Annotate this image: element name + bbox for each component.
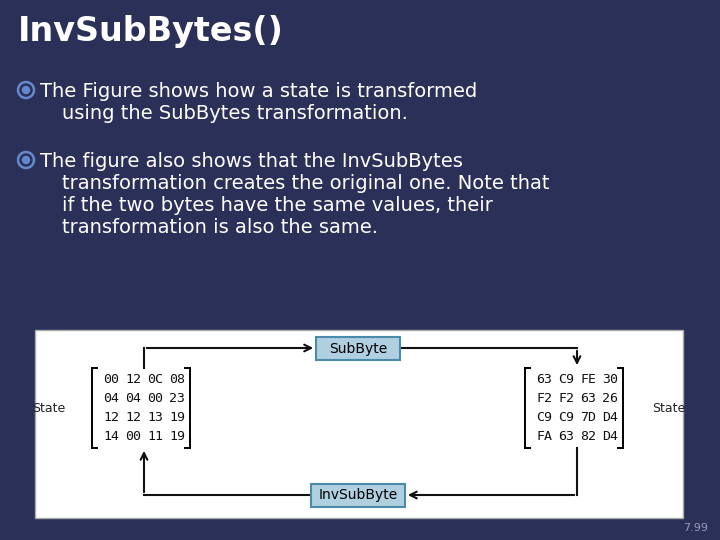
Text: 00: 00: [147, 392, 163, 405]
Text: FE: FE: [580, 373, 596, 386]
Text: C9: C9: [536, 411, 552, 424]
Text: 13: 13: [147, 411, 163, 424]
Text: 12: 12: [125, 373, 141, 386]
Text: 19: 19: [169, 411, 185, 424]
Text: 7D: 7D: [580, 411, 596, 424]
FancyBboxPatch shape: [35, 330, 683, 518]
Text: 14: 14: [103, 430, 119, 443]
Text: 11: 11: [147, 430, 163, 443]
Text: transformation is also the same.: transformation is also the same.: [62, 218, 378, 237]
FancyBboxPatch shape: [311, 483, 405, 507]
Text: SubByte: SubByte: [329, 341, 387, 355]
Text: D4: D4: [602, 411, 618, 424]
Text: 82: 82: [580, 430, 596, 443]
Text: F2: F2: [558, 392, 574, 405]
Text: 7.99: 7.99: [683, 523, 708, 533]
Text: 12: 12: [103, 411, 119, 424]
Text: 26: 26: [602, 392, 618, 405]
Circle shape: [22, 157, 30, 164]
Text: 12: 12: [125, 411, 141, 424]
Text: InvSubBytes(): InvSubBytes(): [18, 15, 284, 48]
Text: The Figure shows how a state is transformed: The Figure shows how a state is transfor…: [40, 82, 477, 101]
Text: 19: 19: [169, 430, 185, 443]
Text: 00: 00: [125, 430, 141, 443]
Text: State: State: [652, 402, 685, 415]
Text: 30: 30: [602, 373, 618, 386]
Text: transformation creates the original one. Note that: transformation creates the original one.…: [62, 174, 549, 193]
Text: if the two bytes have the same values, their: if the two bytes have the same values, t…: [62, 196, 493, 215]
Text: 00: 00: [103, 373, 119, 386]
Text: 04: 04: [125, 392, 141, 405]
Text: InvSubByte: InvSubByte: [318, 489, 397, 503]
Text: The figure also shows that the InvSubBytes: The figure also shows that the InvSubByt…: [40, 152, 463, 171]
Text: 63: 63: [558, 430, 574, 443]
Text: 0C: 0C: [147, 373, 163, 386]
Circle shape: [22, 86, 30, 93]
Text: 08: 08: [169, 373, 185, 386]
Text: F2: F2: [536, 392, 552, 405]
Text: C9: C9: [558, 411, 574, 424]
FancyBboxPatch shape: [316, 336, 400, 360]
Text: 63: 63: [580, 392, 596, 405]
Text: 04: 04: [103, 392, 119, 405]
Text: FA: FA: [536, 430, 552, 443]
Text: C9: C9: [558, 373, 574, 386]
Text: State: State: [32, 402, 66, 415]
Text: 63: 63: [536, 373, 552, 386]
Text: 23: 23: [169, 392, 185, 405]
Text: D4: D4: [602, 430, 618, 443]
Text: using the SubBytes transformation.: using the SubBytes transformation.: [62, 104, 408, 123]
